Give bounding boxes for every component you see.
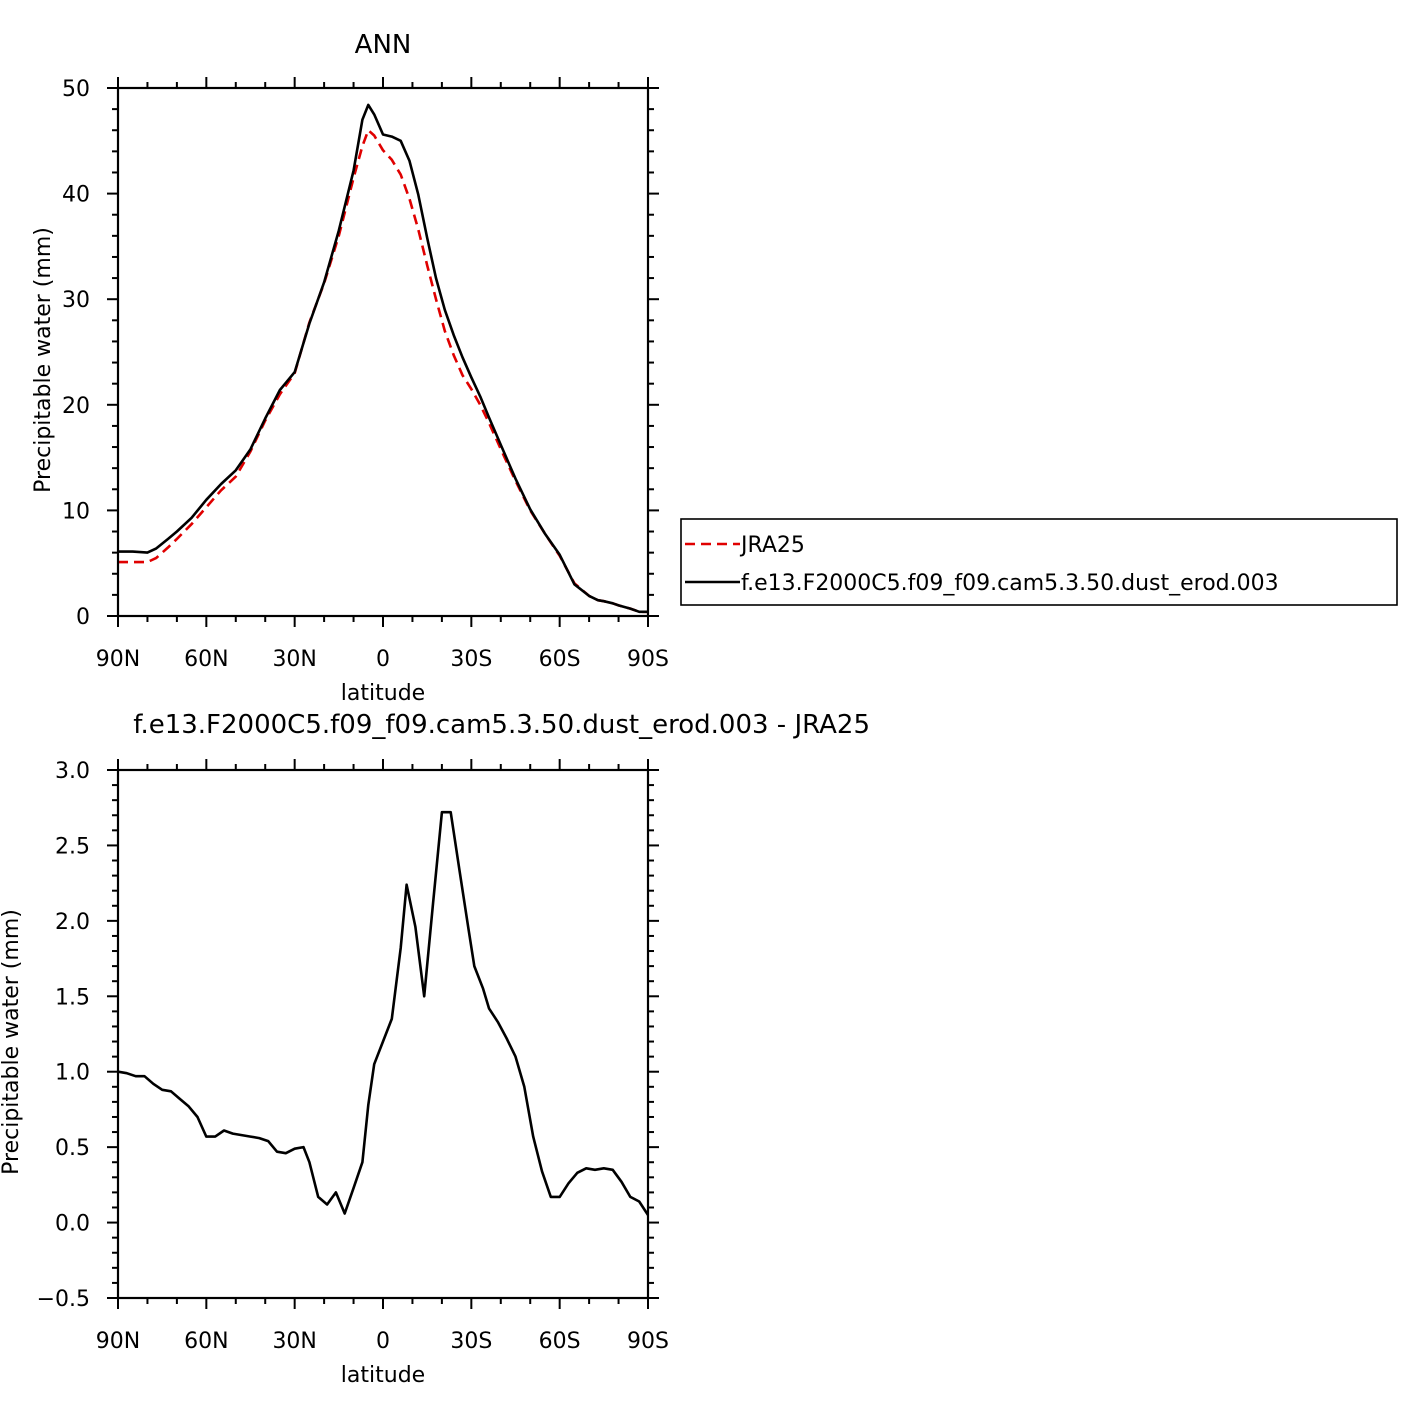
x-axis-title: latitude: [341, 681, 425, 706]
y-tick-label: 50: [62, 77, 90, 102]
x-tick-label: 60S: [539, 647, 581, 672]
y-tick-label: 3.0: [55, 759, 90, 784]
y-tick-label: 30: [62, 288, 90, 313]
legend-label-2: f.e13.F2000C5.f09_f09.cam5.3.50.dust_ero…: [741, 571, 1279, 596]
y-tick-label: 0.0: [55, 1212, 90, 1237]
x-tick-label: 90N: [96, 1329, 140, 1354]
y-tick-label: 40: [62, 183, 90, 208]
y-tick-label: 2.5: [55, 834, 90, 859]
legend-box: [680, 518, 1398, 606]
x-tick-label: 60S: [539, 1329, 581, 1354]
y-tick-label: 1.0: [55, 1061, 90, 1086]
chart-difference: 90N 60N 30N 0 30S 60S 90S −0.5 0.0 0.5 1.0 1.5 2.0 2.…: [0, 710, 870, 1388]
x-tick-label: 60N: [184, 1329, 228, 1354]
series-line-1: [118, 128, 648, 614]
x-axis-title: latitude: [341, 1363, 425, 1388]
series-line-2: [118, 103, 648, 614]
x-tick-label: 90S: [627, 647, 669, 672]
x-tick-label: 60N: [184, 647, 228, 672]
plot-frame: [116, 768, 650, 1300]
x-tick-label: 30S: [450, 1329, 492, 1354]
y-axis-title: Precipitable water (mm): [31, 227, 56, 493]
y-tick-label: 0.5: [55, 1136, 90, 1161]
x-tick-label: 30S: [450, 647, 492, 672]
legend-label-1: JRA25: [739, 533, 805, 558]
y-tick-label: 1.5: [55, 985, 90, 1010]
x-tick-label: 30N: [272, 1329, 316, 1354]
y-tick-label: 2.0: [55, 910, 90, 935]
x-tick-label: 30N: [272, 647, 316, 672]
x-tick-label: 0: [376, 647, 390, 672]
x-tick-label: 0: [376, 1329, 390, 1354]
y-axis-title: Precipitable water (mm): [0, 909, 24, 1175]
x-tick-label: 90S: [627, 1329, 669, 1354]
plot-title: ANN: [355, 30, 412, 60]
y-tick-label: −0.5: [37, 1287, 90, 1312]
y-tick-label: 0: [76, 605, 90, 630]
chart-annual-precipitable-water: 90N 60N 30N 0 30S 60S 90S 0 10 20 30 40 50 ANN latitud…: [31, 30, 669, 706]
plot-title: f.e13.F2000C5.f09_f09.cam5.3.50.dust_ero…: [133, 710, 870, 740]
y-tick-label: 20: [62, 394, 90, 419]
plot-frame: [116, 86, 650, 618]
series-line-1: [118, 810, 648, 1216]
y-tick-label: 10: [62, 499, 90, 524]
x-tick-label: 90N: [96, 647, 140, 672]
legend: JRA25 f.e13.F2000C5.f09_f09.cam5.3.50.dus…: [680, 518, 1398, 606]
